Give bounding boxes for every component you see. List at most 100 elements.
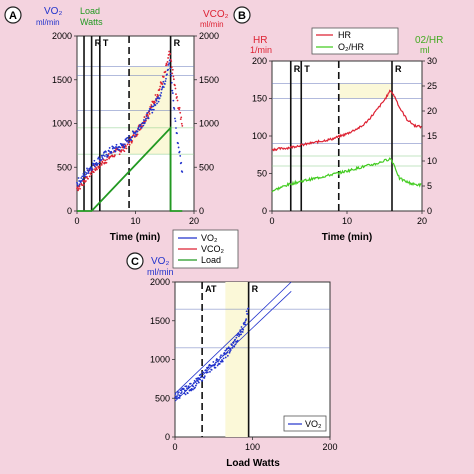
- a-point-vo2: [127, 141, 130, 144]
- c-point-vo2: [177, 391, 180, 394]
- a-point-vo2: [170, 74, 173, 77]
- a-point-vco2: [166, 61, 169, 63]
- a-point-vco2: [161, 83, 164, 86]
- a-point-vo2: [173, 108, 176, 110]
- b-marker-label: R: [395, 64, 402, 74]
- a-point-vo2: [164, 83, 166, 85]
- a-point-vco2: [122, 149, 125, 152]
- a-point-vo2: [179, 155, 182, 157]
- a-point-vco2: [126, 143, 129, 146]
- c-point-vo2: [240, 333, 242, 336]
- c-point-vo2: [231, 346, 234, 349]
- a-point-vo2: [166, 73, 168, 76]
- a-point-vco2: [128, 143, 131, 146]
- b-right-axis-label-1: 02/HR: [415, 35, 443, 46]
- c-point-vo2: [179, 394, 182, 397]
- c-point-vo2: [232, 340, 235, 343]
- a-right-axis-label-1: VCO₂: [203, 9, 229, 20]
- a-point-vo2: [136, 130, 139, 133]
- c-point-vo2: [214, 366, 217, 369]
- a-point-vco2: [92, 171, 95, 174]
- c-point-vo2: [212, 361, 215, 363]
- a-point-vo2: [169, 72, 172, 75]
- a-legend-label-load: Load: [201, 255, 221, 265]
- a-point-vo2: [172, 99, 175, 102]
- c-point-vo2: [246, 312, 249, 315]
- a-point-vco2: [107, 153, 110, 155]
- a-point-vo2: [127, 139, 129, 142]
- a-point-vo2: [123, 145, 126, 148]
- a-point-vo2: [134, 135, 136, 138]
- c-point-vo2: [190, 389, 193, 392]
- a-point-vco2: [150, 104, 153, 106]
- a-point-vo2: [118, 149, 121, 151]
- a-point-vo2: [85, 172, 88, 174]
- a-point-vo2: [165, 77, 167, 80]
- a-point-vo2: [152, 105, 155, 108]
- panel-c: C VO₂ ml/min AT R 0 100 2000500100015002000…: [126, 252, 338, 469]
- c-ytick-label: 500: [155, 393, 170, 403]
- a-point-vo2: [77, 177, 80, 179]
- a-point-vo2: [98, 162, 101, 165]
- a-point-vo2: [181, 171, 184, 173]
- c-point-vo2: [231, 344, 234, 346]
- a-point-vo2: [104, 155, 106, 157]
- a-point-vo2: [81, 178, 84, 181]
- a-point-vco2: [179, 118, 182, 121]
- c-point-vo2: [199, 378, 202, 381]
- a-point-vco2: [170, 60, 173, 62]
- b-left-axis-label-2: 1/min: [250, 45, 272, 55]
- a-marker-label: R: [95, 38, 102, 48]
- a-point-vco2: [171, 72, 174, 75]
- a-point-vco2: [172, 78, 175, 81]
- a-point-vco2: [88, 175, 91, 178]
- c-point-vo2: [240, 326, 243, 328]
- a-point-vo2: [102, 154, 105, 157]
- b-x-axis-label: Time (min): [322, 232, 372, 243]
- a-point-vco2: [179, 111, 182, 114]
- a-point-vo2: [85, 173, 87, 176]
- a-point-vo2: [81, 175, 84, 178]
- c-point-vo2: [235, 336, 238, 339]
- a-point-vo2: [157, 100, 160, 103]
- a-point-vo2: [148, 110, 151, 112]
- a-point-vco2: [106, 158, 108, 161]
- b-marker-label: R: [294, 64, 301, 74]
- a-point-vco2: [90, 171, 93, 174]
- c-point-vo2: [219, 356, 222, 358]
- b-xtick-label: 10: [342, 216, 352, 226]
- a-point-vco2: [98, 167, 101, 170]
- a-ytick-label-right: 1000: [199, 119, 219, 129]
- a-point-vco2: [170, 66, 173, 68]
- a-point-vo2: [87, 172, 89, 175]
- c-point-vo2: [224, 356, 227, 359]
- c-point-vo2: [220, 354, 222, 357]
- a-point-vo2: [100, 159, 103, 161]
- c-point-vo2: [180, 389, 183, 392]
- a-point-vco2: [86, 175, 88, 178]
- a-point-vco2: [76, 186, 79, 189]
- c-point-vo2: [243, 323, 245, 326]
- a-ytick-label: 1000: [52, 119, 72, 129]
- a-point-vo2: [105, 151, 107, 153]
- c-point-vo2: [188, 386, 190, 389]
- a-point-vco2: [102, 159, 105, 161]
- a-point-vo2: [94, 165, 96, 168]
- a-point-vo2: [101, 156, 104, 159]
- a-load-axis-label-2: Watts: [80, 17, 103, 27]
- b-ytick-label-right: 10: [427, 156, 437, 166]
- c-point-vo2: [234, 343, 237, 346]
- c-point-vo2: [228, 351, 231, 354]
- a-point-vco2: [94, 169, 97, 172]
- a-point-vco2: [158, 88, 161, 91]
- c-point-vo2: [216, 358, 219, 361]
- a-point-vo2: [155, 98, 157, 100]
- a-point-vo2: [140, 126, 143, 129]
- a-point-vco2: [77, 187, 80, 190]
- a-point-vo2: [88, 169, 91, 172]
- c-point-vo2: [197, 381, 200, 384]
- a-point-vco2: [176, 99, 179, 102]
- a-point-vco2: [125, 147, 128, 150]
- b-legend-label-o2hr: O₂/HR: [338, 42, 364, 52]
